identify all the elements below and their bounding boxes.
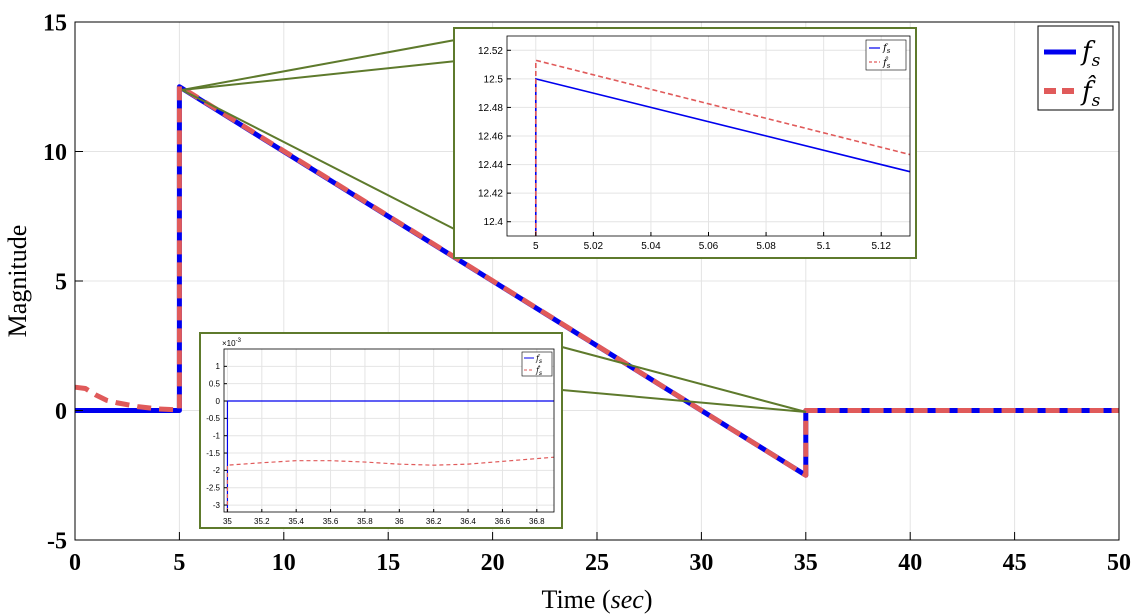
x-tick-label: 35.8 xyxy=(357,517,373,526)
x-tick-label: 45 xyxy=(1003,550,1027,576)
main-series xyxy=(74,83,1119,478)
x-tick-label: 35 xyxy=(794,550,818,576)
y-tick-label: 1 xyxy=(216,362,221,371)
y-tick-label: -2 xyxy=(213,466,221,475)
x-tick-label: 40 xyxy=(898,550,922,576)
x-tick-label: 5.08 xyxy=(756,241,776,252)
main-legend: fs f̂s xyxy=(1037,25,1114,111)
x-tick-label: 36 xyxy=(395,517,404,526)
y-tick-label: -1 xyxy=(213,432,221,441)
inset-bottom-frame xyxy=(199,332,563,529)
inset-top-series xyxy=(534,59,911,236)
inset-bottom-exponent: ×10-3 xyxy=(222,338,242,348)
zoom-connectors xyxy=(181,37,807,413)
x-tick-label: 36.6 xyxy=(495,517,511,526)
y-tick-label: 12.48 xyxy=(478,103,503,114)
y-tick-label: 15 xyxy=(43,10,67,36)
svg-text:fs: fs xyxy=(535,354,542,365)
x-tick-label: 5.04 xyxy=(641,241,661,252)
svg-text:f̂s: f̂s xyxy=(535,366,542,377)
y-tick-label: 12.46 xyxy=(478,132,503,143)
x-tick-label: 0 xyxy=(69,550,81,576)
inset-bottom-series xyxy=(226,400,555,512)
y-tick-label: 5 xyxy=(55,269,67,295)
y-tick-label: 12.42 xyxy=(478,189,503,200)
y-tick-label: -1.5 xyxy=(206,449,220,458)
y-tick-label: 12.5 xyxy=(484,74,504,85)
svg-text:f̂s: f̂s xyxy=(882,57,891,70)
inset-top-grid xyxy=(507,36,910,236)
y-tick-label: -2.5 xyxy=(206,484,220,493)
inset-top-legend: fs f̂s xyxy=(865,39,907,71)
inset-bottom: 35 35.2 35.4 35.6 35.8 36 36.2 36.4 36.6 36.8 -3-… xyxy=(199,332,563,529)
x-tick-label: 25 xyxy=(585,550,609,576)
y-tick-label: -0.5 xyxy=(206,414,220,423)
inset-bottom-y-ticks: -3 -2.5 -2 -1.5 -1 -0.5 0 0.5 1 xyxy=(206,362,227,510)
x-tick-label: 35.6 xyxy=(323,517,339,526)
series-line-fhat xyxy=(74,83,1119,478)
inset-top-x-ticks: 5 5.02 5.04 5.06 5.08 5.1 5.12 xyxy=(533,232,891,252)
y-tick-label: -3 xyxy=(213,501,221,510)
x-tick-label: 35.4 xyxy=(288,517,304,526)
x-tick-label: 10 xyxy=(272,550,296,576)
x-axis-label: Time (sec) xyxy=(541,585,652,614)
inset-bottom-legend: fs f̂s xyxy=(521,351,553,377)
x-tick-label: 30 xyxy=(689,550,713,576)
x-tick-label: 5.06 xyxy=(699,241,719,252)
x-tick-label: 5 xyxy=(533,241,539,252)
inset-bottom-x-ticks: 35 35.2 35.4 35.6 35.8 36 36.2 36.4 36.6 36.8 xyxy=(223,509,545,526)
inset-top-frame xyxy=(453,27,917,259)
y-tick-label: 12.4 xyxy=(484,217,504,228)
x-tick-label: 5 xyxy=(173,550,185,576)
x-tick-label: 36.8 xyxy=(529,517,545,526)
y-tick-label: 10 xyxy=(43,140,67,166)
x-tick-label: 5.12 xyxy=(871,241,891,252)
main-y-ticks: -5 0 5 10 15 xyxy=(43,10,83,554)
y-tick-label: 12.44 xyxy=(478,160,503,171)
y-tick-label: 0 xyxy=(55,399,67,425)
x-tick-label: 15 xyxy=(376,550,400,576)
inset-top-y-ticks: 12.4 12.42 12.44 12.46 12.48 12.5 12.52 xyxy=(478,46,511,228)
x-tick-label: 20 xyxy=(481,550,505,576)
x-tick-label: 36.2 xyxy=(426,517,442,526)
y-axis-label: Magnitude xyxy=(3,225,32,338)
series-line-fhat xyxy=(534,59,911,236)
x-tick-label: 5.02 xyxy=(584,241,604,252)
y-tick-label: -5 xyxy=(47,528,67,554)
y-tick-label: 0.5 xyxy=(209,379,221,388)
main-x-ticks: 0 5 10 15 20 25 30 35 40 45 50 xyxy=(69,532,1131,576)
x-tick-label: 35 xyxy=(223,517,232,526)
y-tick-label: 12.52 xyxy=(478,46,503,57)
inset-top: 5 5.02 5.04 5.06 5.08 5.1 5.12 12.412.4212.441… xyxy=(453,27,917,259)
y-tick-label: 0 xyxy=(216,397,221,406)
svg-text:fs: fs xyxy=(882,43,891,55)
x-tick-label: 5.1 xyxy=(817,241,831,252)
x-tick-label: 35.2 xyxy=(254,517,270,526)
x-tick-label: 50 xyxy=(1107,550,1131,576)
x-tick-label: 36.4 xyxy=(460,517,476,526)
